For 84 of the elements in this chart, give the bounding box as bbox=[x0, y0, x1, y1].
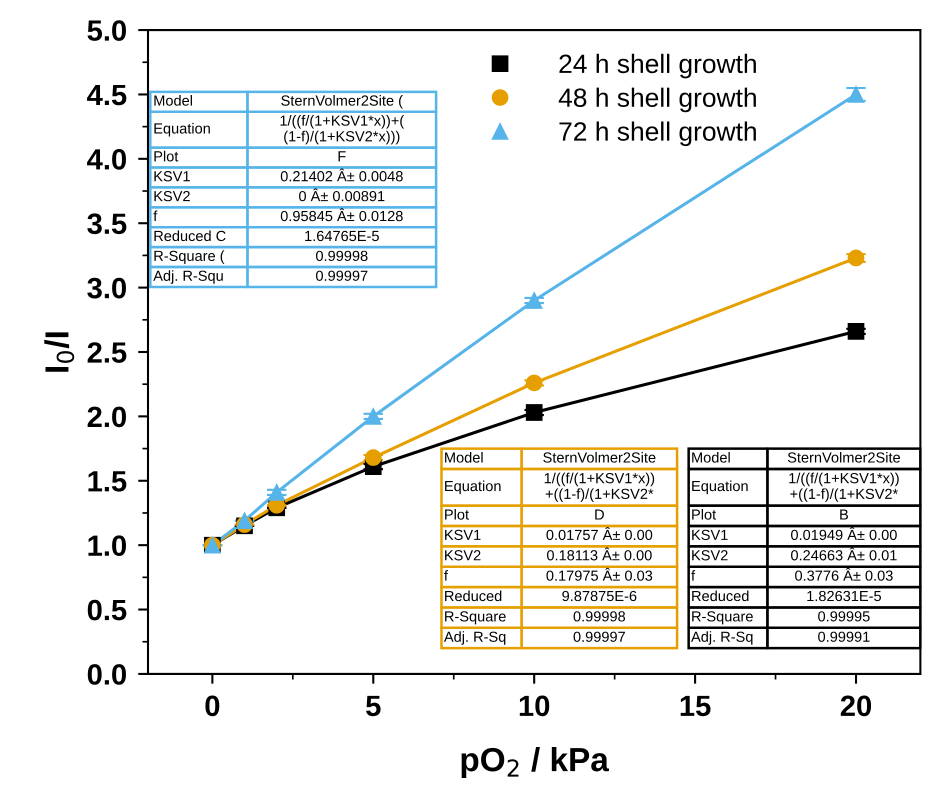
legend-label: 72 h shell growth bbox=[559, 121, 756, 146]
annotation: 1.82631E-5 bbox=[807, 590, 882, 602]
annotation: 0.24663 Â± 0.01 bbox=[791, 548, 897, 560]
x-tick-label: 10 bbox=[520, 696, 550, 716]
annotation: 0.99997 bbox=[574, 632, 625, 642]
annotation: 0 Â± 0.00891 bbox=[299, 188, 384, 202]
point bbox=[848, 250, 864, 266]
annotation: Adj. R-Sq bbox=[444, 631, 506, 645]
y-tick-label: 4.0 bbox=[87, 149, 126, 170]
annotation: 1/((f/(1+KSV1*x)) +((1-f)/(1+KSV2* bbox=[789, 472, 899, 502]
legend-label: 24 h shell growth bbox=[559, 54, 756, 78]
annotation: Plot bbox=[445, 508, 469, 520]
x-tick-label: 20 bbox=[840, 696, 872, 716]
annotation: KSV1 bbox=[692, 530, 728, 540]
y-tick-label: 2.0 bbox=[88, 406, 126, 428]
annotation: B bbox=[840, 510, 848, 520]
annotation: 0.99997 bbox=[316, 270, 368, 281]
annotation: 0.01949 Â± 0.00 bbox=[791, 527, 897, 540]
x-tick-label: 0 bbox=[205, 696, 220, 716]
annotation: 0.21402 Â± 0.0048 bbox=[280, 168, 403, 182]
annotation: KSV2 bbox=[445, 550, 480, 560]
annotation: KSV2 bbox=[692, 550, 728, 560]
annotation: Reduced bbox=[692, 590, 748, 602]
y-tick-label: 0.0 bbox=[88, 664, 126, 685]
annotation: 0.99998 bbox=[316, 250, 368, 262]
annotation: Model bbox=[692, 452, 730, 463]
annotation: f bbox=[691, 570, 696, 581]
x-axis-title: pO$_{2}$ / kPa bbox=[462, 746, 610, 778]
annotation: SternVolmer2Site bbox=[543, 452, 656, 463]
y-tick-label: 2.5 bbox=[88, 342, 126, 363]
y-tick-label: 4.5 bbox=[87, 84, 126, 106]
annotation: 0.99991 bbox=[818, 632, 870, 642]
annotation: SternVolmer2Site ( bbox=[281, 95, 403, 109]
x-tick-label: 5 bbox=[366, 696, 381, 716]
annotation: 0.17975 Â± 0.03 bbox=[546, 568, 652, 581]
annotation: D bbox=[595, 510, 604, 520]
annotation: 0.95845 Â± 0.0128 bbox=[280, 208, 403, 222]
annotation: 1.64765E-5 bbox=[305, 230, 379, 242]
annotation: KSV2 bbox=[154, 190, 190, 202]
point bbox=[364, 408, 382, 425]
annotation: Plot bbox=[692, 508, 716, 520]
annotation: Equation bbox=[154, 122, 210, 136]
annotation: SternVolmer2Site bbox=[788, 452, 900, 463]
y-tick-label: 0.5 bbox=[88, 600, 126, 620]
y-tick-label: 5.0 bbox=[88, 20, 126, 41]
annotation: R-Square bbox=[692, 611, 753, 624]
point bbox=[526, 404, 543, 421]
annotation: Equation bbox=[445, 480, 501, 494]
x-tick-label: 15 bbox=[680, 696, 711, 716]
annotation: F bbox=[338, 151, 346, 162]
point bbox=[364, 449, 382, 466]
point bbox=[526, 374, 543, 392]
annotation: Reduced C bbox=[154, 230, 226, 242]
annotation: 0.99995 bbox=[818, 611, 870, 622]
annotation: 0.99998 bbox=[574, 611, 626, 622]
y-tick-label: 3.0 bbox=[87, 278, 126, 299]
point bbox=[848, 323, 864, 340]
annotation: Plot bbox=[154, 150, 178, 162]
point bbox=[268, 484, 286, 501]
annotation: f bbox=[444, 570, 448, 581]
annotation: 0.3776 Â± 0.03 bbox=[795, 568, 893, 581]
point bbox=[236, 512, 253, 530]
annotation: KSV1 bbox=[154, 171, 190, 182]
annotation: 0.01757 Â± 0.00 bbox=[546, 527, 652, 540]
y-tick-label: 3.5 bbox=[87, 213, 126, 234]
annotation: Adj. R-Squ bbox=[153, 270, 223, 284]
legend-label: 48 h shell growth bbox=[558, 88, 756, 112]
annotation: Reduced bbox=[445, 590, 502, 602]
annotation: 1/((f/(1+KSV1*x)) +((1-f)/(1+KSV2* bbox=[544, 472, 654, 502]
annotation: 9.87875E-6 bbox=[562, 590, 636, 602]
point bbox=[526, 292, 543, 309]
annotation: Model bbox=[445, 452, 483, 463]
y-tick-label: 1.0 bbox=[88, 535, 126, 556]
annotation: 0.18113 Â± 0.00 bbox=[546, 548, 652, 560]
y-axis-title: I$_{0}$/I bbox=[44, 332, 74, 372]
annotation: Adj. R-Sq bbox=[691, 631, 752, 645]
annotation: R-Square ( bbox=[154, 250, 224, 264]
annotation: f bbox=[153, 210, 158, 222]
annotation: 1/((f/(1+KSV1*x))+( (1-f)/(1+KSV2*x))) bbox=[280, 115, 404, 144]
annotation: Equation bbox=[692, 480, 748, 494]
y-tick-label: 1.5 bbox=[88, 471, 126, 492]
annotation: KSV1 bbox=[445, 530, 480, 540]
annotation: Model bbox=[154, 95, 192, 106]
annotation: R-Square bbox=[445, 611, 506, 624]
